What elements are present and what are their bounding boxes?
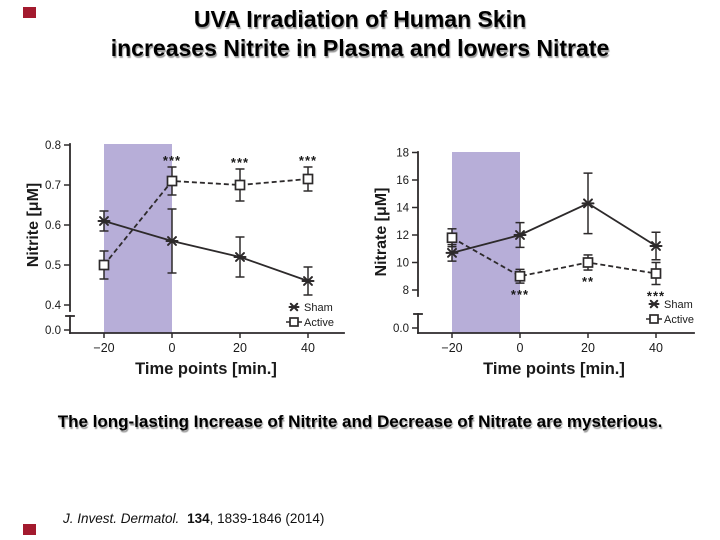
significance-marker: *** — [511, 287, 529, 302]
active-marker-square-icon — [98, 259, 110, 271]
citation-pages: , 1839-1846 (2014) — [209, 511, 325, 526]
x-tick-label: 0 — [169, 341, 176, 355]
y-tick-label-zero: 0.0 — [393, 323, 409, 335]
y-tick-label: 0.7 — [45, 180, 61, 192]
uva-exposure-band — [452, 152, 520, 333]
y-tick-label: 8 — [403, 285, 409, 297]
citation-volume: 134 — [187, 511, 210, 526]
significance-marker: ** — [582, 274, 594, 289]
legend-label-sham: Sham — [664, 299, 693, 311]
sham-series — [97, 208, 315, 296]
x-axis-title: Time points [min.] — [135, 360, 277, 378]
active-marker-square-icon — [650, 268, 662, 279]
significance-marker: *** — [647, 289, 665, 304]
significance-marker: *** — [163, 153, 181, 168]
y-tick-label: 0.4 — [45, 300, 62, 312]
y-tick-label: 0.8 — [45, 140, 61, 152]
active-series-line — [103, 178, 309, 266]
sham-marker-star-icon — [301, 276, 315, 286]
title-line-2: increases Nitrite in Plasma and lowers N… — [110, 34, 610, 61]
sham-series-line — [451, 202, 657, 254]
sham-marker-star-icon — [649, 241, 663, 251]
x-tick-label: 20 — [233, 341, 247, 355]
citation: J. Invest. Dermatol. 134, 1839-1846 (201… — [63, 511, 324, 526]
sham-series — [445, 172, 663, 262]
legend-active-square-icon — [649, 314, 659, 324]
sham-marker-star-icon — [513, 230, 527, 240]
y-tick-label: 0.5 — [45, 260, 61, 272]
sham-marker-star-icon — [97, 216, 111, 226]
significance-marker: *** — [231, 155, 249, 170]
x-tick-label: −20 — [441, 341, 462, 355]
sham-marker-star-icon — [581, 198, 595, 209]
active-marker-square-icon — [582, 257, 594, 268]
legend-active-square-icon — [289, 317, 299, 327]
x-tick-label: 40 — [301, 341, 315, 355]
x-tick-label: 40 — [649, 341, 663, 355]
y-axis-title: Nitrate [μM] — [373, 188, 390, 277]
sham-marker-star-icon — [648, 299, 660, 309]
y-axis-title: Nitrite [μM] — [25, 183, 42, 267]
active-marker-square-icon — [302, 173, 314, 185]
y-tick-label: 10 — [396, 258, 409, 270]
slide-corner-mark-top — [23, 7, 36, 18]
sham-marker-star-icon — [165, 236, 179, 246]
page-title: UVA Irradiation of Human Skin increases … — [0, 5, 720, 63]
y-tick-label: 12 — [396, 230, 409, 242]
x-tick-label: −20 — [93, 341, 114, 355]
y-tick-label: 0.6 — [45, 220, 61, 232]
sham-marker-star-icon — [233, 252, 247, 262]
active-series — [446, 228, 662, 286]
title-line-1: UVA Irradiation of Human Skin — [193, 6, 527, 32]
active-marker-square-icon — [514, 270, 526, 282]
active-series — [98, 166, 314, 280]
conclusion-statement: The long-lasting Increase of Nitrite and… — [57, 412, 663, 431]
y-tick-label: 18 — [396, 148, 409, 160]
citation-journal: J. Invest. Dermatol. — [63, 511, 180, 526]
y-tick-label: 14 — [396, 203, 409, 215]
legend: Sham Active — [646, 299, 694, 326]
significance-marker: *** — [299, 153, 317, 168]
y-tick-label-zero: 0.0 — [45, 325, 61, 337]
legend-label-sham: Sham — [304, 302, 333, 314]
slide-corner-mark-bottom — [23, 524, 36, 535]
x-tick-label: 0 — [517, 341, 524, 355]
active-series-line — [451, 236, 657, 278]
active-marker-square-icon — [166, 175, 178, 187]
nitrite-chart: 0.4 0.5 0.6 0.7 0.8 0.0 −20 0 20 40 *** *** *** Nitri… — [25, 140, 345, 378]
x-axis-title: Time points [min.] — [483, 360, 625, 378]
active-marker-square-icon — [446, 232, 458, 244]
y-tick-label: 16 — [396, 175, 409, 187]
legend-label-active: Active — [664, 314, 694, 326]
sham-marker-star-icon — [288, 302, 300, 312]
active-marker-square-icon — [234, 179, 246, 191]
sham-marker-star-icon — [445, 247, 459, 258]
legend: Sham Active — [286, 302, 334, 329]
x-tick-label: 20 — [581, 341, 595, 355]
sham-series-line — [103, 220, 309, 282]
legend-label-active: Active — [304, 317, 334, 329]
